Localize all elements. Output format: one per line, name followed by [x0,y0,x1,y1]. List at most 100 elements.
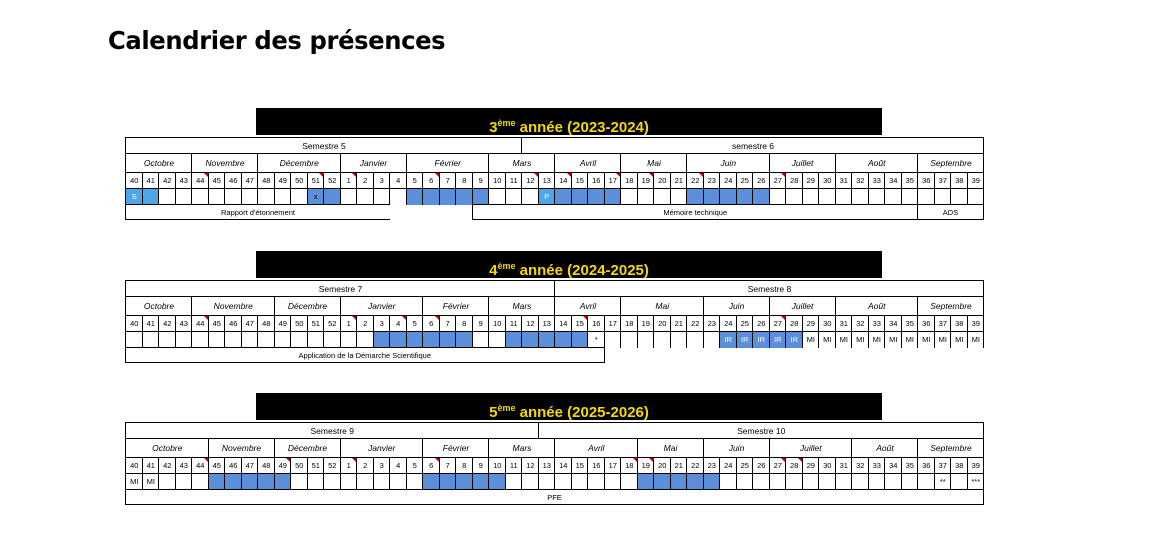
year-label: année (2024-2025) [515,262,649,279]
week-number: 35 [900,172,918,189]
week-number: 7 [438,457,456,474]
week-number: 16 [587,457,605,474]
week-number: 1 [339,315,357,332]
presence-cell [306,473,324,490]
week-number: 28 [785,172,803,189]
comment-flag-icon [797,458,802,462]
presence-cell [290,188,308,205]
week-number: 49 [273,172,291,189]
year-suffix: ème [497,261,516,271]
presence-cell [405,188,423,205]
week-number: 30 [818,315,836,332]
presence-cell [240,473,258,490]
week-number: 23 [702,172,720,189]
week-number: 22 [686,172,704,189]
week-number: 31 [834,315,852,332]
presence-cell [603,188,621,205]
month-header: Mai [620,153,687,173]
week-number: 49 [273,457,291,474]
presence-cell [653,331,671,348]
presence-cell [867,188,885,205]
week-number: 15 [570,315,588,332]
presence-cell [438,473,456,490]
month-header: Avril [554,438,638,458]
year-suffix: ème [497,403,516,413]
presence-cell [339,473,357,490]
presence-cell [339,331,357,348]
week-number: 25 [735,315,753,332]
presence-cell: IR [719,331,737,348]
week-number: 43 [174,457,192,474]
month-header: Février [405,153,489,173]
week-number: 34 [884,172,902,189]
week-number: 1 [339,457,357,474]
week-number: 46 [224,172,242,189]
month-header: Septembre [917,153,984,173]
presence-cell [207,331,225,348]
week-number: 52 [323,315,341,332]
week-number: 51 [306,457,324,474]
week-number: 32 [851,172,869,189]
week-number: 14 [554,457,572,474]
month-header: Septembre [917,438,984,458]
presence-cell [636,188,654,205]
week-number: 10 [488,457,506,474]
presence-cell [504,473,522,490]
presence-cell [587,188,605,205]
week-number: 36 [917,457,935,474]
grid-border [983,438,984,458]
week-number: 31 [834,172,852,189]
presence-cell [422,331,440,348]
week-number: 12 [521,457,539,474]
month-header: Mars [488,438,555,458]
presence-cell [801,473,819,490]
week-number: 20 [653,315,671,332]
presence-cell [834,473,852,490]
presence-cell [686,473,704,490]
comment-flag-icon [616,173,620,177]
week-number: 30 [818,457,836,474]
presence-cell [471,188,489,205]
week-number: 26 [752,172,770,189]
presence-cell [702,473,720,490]
presence-cell [653,188,671,205]
presence-cell [306,331,324,348]
grid-border [983,137,984,154]
presence-cell [422,188,440,205]
week-number: 15 [570,457,588,474]
week-number: 32 [851,315,869,332]
grid-border [983,280,984,297]
week-number: 21 [669,172,687,189]
year-ordinal: 5 [489,404,498,421]
week-number: 45 [207,172,225,189]
presence-cell [719,473,737,490]
month-header: Avril [554,296,621,316]
week-number: 11 [504,172,522,189]
year-ordinal: 3 [489,119,498,136]
month-header: Juillet [768,438,852,458]
year-banner: 4ème année (2024-2025) [256,251,882,279]
grid-border [983,473,984,490]
week-number: 6 [422,457,440,474]
week-number: 40 [125,172,143,189]
week-number: 23 [702,315,720,332]
presence-cell: MI [900,331,918,348]
presence-cell [768,473,786,490]
week-number: 44 [191,172,209,189]
week-number: 38 [950,172,968,189]
presence-cell [488,331,506,348]
month-header: Février [422,296,489,316]
week-number: 29 [801,315,819,332]
week-number: 28 [785,457,803,474]
comment-flag-icon [533,173,538,177]
week-number: 35 [900,457,918,474]
year-block-3eme: 3ème année (2023-2024) Semestre 5 semestr… [0,108,1164,238]
week-number: 13 [537,172,555,189]
presence-cell [554,473,572,490]
presence-cell [438,331,456,348]
week-number: 44 [191,457,209,474]
comment-flag-icon [781,458,785,462]
month-header: Novembre [207,438,275,458]
presence-cell [669,188,687,205]
week-number: 26 [752,457,770,474]
